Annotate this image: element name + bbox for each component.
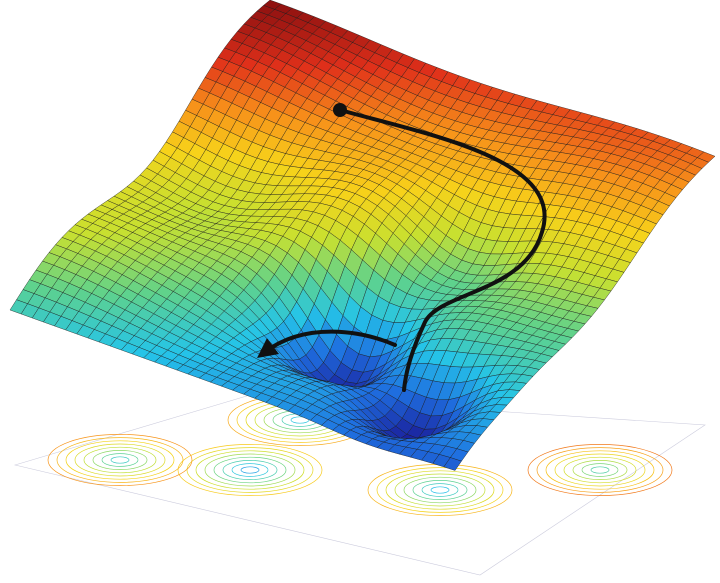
contour-line — [572, 460, 628, 480]
contour-line — [231, 463, 269, 477]
contour-line — [101, 453, 139, 467]
contour-line — [195, 450, 305, 490]
contour-line — [204, 453, 296, 487]
contour-line — [385, 470, 495, 510]
contour-line — [56, 437, 184, 483]
contour-line — [74, 443, 166, 477]
descent-path-upper — [338, 108, 547, 392]
contour-line — [421, 483, 459, 497]
contour-line — [65, 440, 175, 480]
contour-line — [376, 467, 504, 513]
contour-line — [177, 444, 323, 496]
contour-line — [110, 456, 130, 464]
contour-line — [83, 446, 157, 474]
contour-line — [430, 486, 450, 494]
contour-line — [47, 434, 193, 486]
contour-line — [563, 456, 637, 484]
contour-line — [412, 480, 468, 500]
descent-path-lower — [256, 329, 397, 358]
contour-line — [92, 450, 148, 470]
contour-line — [394, 473, 486, 507]
contour-line — [403, 476, 477, 504]
contour-line — [213, 456, 287, 484]
contour-line — [240, 466, 260, 474]
contour-line — [536, 447, 664, 493]
contour-line — [222, 460, 278, 480]
contour-plane — [13, 394, 706, 576]
contour-line — [590, 466, 610, 474]
surface-cell — [443, 457, 462, 471]
contour-plane-base — [13, 394, 706, 576]
contour-line — [554, 453, 646, 487]
contour-line — [527, 444, 673, 496]
contour-line — [290, 416, 310, 424]
contour-line — [581, 463, 619, 477]
contour-line — [545, 450, 655, 490]
descent-path — [256, 103, 547, 392]
surface-mesh — [9, 0, 716, 471]
contour-lines — [47, 394, 673, 516]
start-dot-icon — [333, 103, 347, 117]
